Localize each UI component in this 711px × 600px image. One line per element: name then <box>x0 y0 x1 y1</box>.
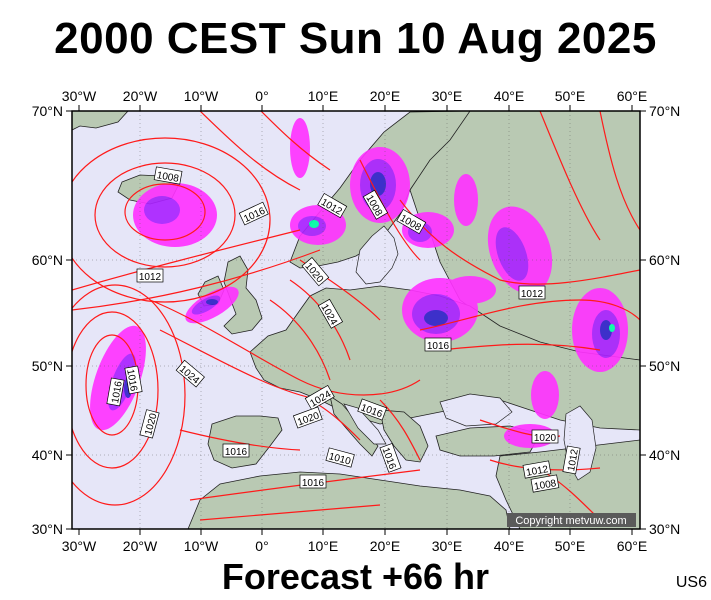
lon-tick-label: 30°E <box>432 88 463 104</box>
map-title: 2000 CEST Sun 10 Aug 2025 <box>54 14 657 63</box>
isobar-label: 1016 <box>222 443 250 458</box>
rain-areas <box>90 118 628 448</box>
forecast-label: Forecast +66 hr <box>221 556 490 597</box>
isobar-label: 1012 <box>522 460 552 479</box>
copyright-badge: Copyright metvuw.com <box>507 513 636 527</box>
adriatic-sea <box>343 403 387 445</box>
land-middle-east <box>495 439 640 529</box>
lon-tick-label: 40°E <box>494 88 525 104</box>
lon-tick-label: 10°E <box>308 538 339 554</box>
svg-text:1012: 1012 <box>139 272 162 283</box>
lat-tick-label: 30°N <box>649 521 680 537</box>
svg-text:1008: 1008 <box>156 170 180 185</box>
lon-tick-label: 10°E <box>308 88 339 104</box>
isobar-label: 1012 <box>562 445 581 475</box>
isobar-label: 1012 <box>136 268 164 283</box>
svg-text:1012: 1012 <box>566 448 581 472</box>
lon-tick-label: 20°E <box>370 88 401 104</box>
model-code: US6 <box>675 574 707 591</box>
lon-labels-bottom: 30°W 20°W 10°W 0° 10°E 20°E 30°E 40°E 50… <box>62 538 647 554</box>
isobar-label: 1012 <box>518 285 546 300</box>
lon-tick-label: 50°E <box>555 538 586 554</box>
svg-text:1020: 1020 <box>534 433 557 444</box>
lon-tick-label: 20°W <box>123 538 158 554</box>
isobar-label: 1008 <box>530 474 560 493</box>
lon-tick-label: 30°W <box>62 88 97 104</box>
lon-tick-label: 60°E <box>617 538 648 554</box>
isobar-label: 1020 <box>531 429 559 444</box>
lon-tick-label: 40°E <box>494 538 525 554</box>
isobar-label: 1016 <box>124 365 143 395</box>
lon-labels-top: 30°W 20°W 10°W 0° 10°E 20°E 30°E 40°E 50… <box>62 88 647 104</box>
lon-tick-label: 30°E <box>432 538 463 554</box>
lon-tick-label: 60°E <box>617 88 648 104</box>
lon-tick-label: 0° <box>255 88 268 104</box>
lat-tick-label: 40°N <box>649 447 680 463</box>
svg-text:1016: 1016 <box>302 478 325 489</box>
svg-text:Copyright metvuw.com: Copyright metvuw.com <box>515 515 626 527</box>
lon-tick-label: 10°W <box>184 88 219 104</box>
lon-tick-label: 0° <box>255 538 268 554</box>
isobar-label: 1008 <box>153 166 183 185</box>
lon-tick-label: 10°W <box>184 538 219 554</box>
lat-labels-right: 70°N 60°N 50°N 40°N 30°N <box>649 103 680 537</box>
lon-tick-label: 20°E <box>370 538 401 554</box>
isobars <box>72 111 640 521</box>
baltic-sea <box>355 225 399 285</box>
map-frame <box>71 110 641 530</box>
svg-text:1016: 1016 <box>427 341 450 352</box>
lat-tick-label: 70°N <box>32 103 63 119</box>
lon-tick-label: 20°W <box>123 88 158 104</box>
lat-tick-label: 40°N <box>32 447 63 463</box>
lat-tick-label: 60°N <box>32 252 63 268</box>
isobar-label: 1016 <box>299 474 327 489</box>
lat-tick-label: 60°N <box>649 252 680 268</box>
lat-tick-label: 70°N <box>649 103 680 119</box>
lat-tick-label: 50°N <box>649 358 680 374</box>
svg-text:1012: 1012 <box>525 464 549 479</box>
lat-labels-left: 70°N 60°N 50°N 40°N 30°N <box>32 103 63 537</box>
lat-tick-label: 30°N <box>32 521 63 537</box>
svg-text:1012: 1012 <box>521 289 544 300</box>
tick-marks <box>66 105 646 535</box>
svg-text:1016: 1016 <box>124 368 139 392</box>
isobar-label: 1016 <box>357 398 388 421</box>
svg-text:1016: 1016 <box>110 380 125 404</box>
isobar-label: 1016 <box>106 377 125 407</box>
svg-text:1008: 1008 <box>533 478 557 493</box>
land-greenland <box>72 111 129 131</box>
svg-text:1016: 1016 <box>225 447 248 458</box>
lat-tick-label: 50°N <box>32 358 63 374</box>
land-balkans <box>379 409 429 463</box>
isobar-label: 1016 <box>424 337 452 352</box>
lon-tick-label: 30°W <box>62 538 97 554</box>
lon-tick-label: 50°E <box>555 88 586 104</box>
black-sea <box>439 393 513 427</box>
